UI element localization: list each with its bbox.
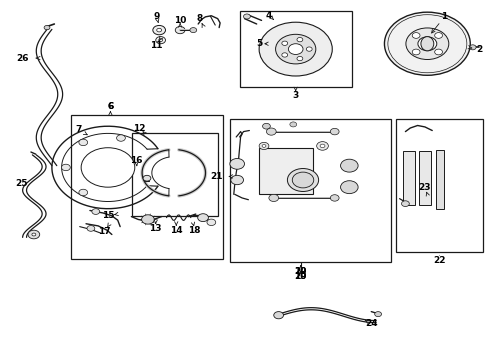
Text: 3: 3 <box>292 91 298 100</box>
Circle shape <box>92 209 100 215</box>
Text: 18: 18 <box>188 226 201 235</box>
Circle shape <box>288 44 303 54</box>
Bar <box>418 151 430 205</box>
Circle shape <box>401 201 408 207</box>
Circle shape <box>158 39 162 41</box>
Circle shape <box>116 135 125 141</box>
Text: 16: 16 <box>130 156 142 165</box>
Circle shape <box>374 312 381 317</box>
Circle shape <box>275 34 315 64</box>
Circle shape <box>316 141 328 150</box>
Bar <box>395 119 483 252</box>
Circle shape <box>296 57 302 61</box>
Bar <box>229 119 390 262</box>
Circle shape <box>230 175 243 185</box>
Circle shape <box>243 14 250 19</box>
Circle shape <box>273 312 283 319</box>
Circle shape <box>87 226 95 231</box>
Bar <box>239 12 351 87</box>
Circle shape <box>259 142 268 149</box>
Circle shape <box>296 37 302 42</box>
Circle shape <box>411 49 419 55</box>
Bar <box>259 148 312 194</box>
Bar <box>71 116 222 259</box>
Circle shape <box>81 148 135 187</box>
Text: 21: 21 <box>210 172 222 181</box>
Text: 19: 19 <box>294 272 306 281</box>
Circle shape <box>142 215 154 224</box>
Bar <box>435 149 444 209</box>
Circle shape <box>411 33 419 39</box>
Circle shape <box>289 122 296 127</box>
Circle shape <box>281 53 287 57</box>
Text: 6: 6 <box>107 102 113 111</box>
Circle shape <box>143 175 151 181</box>
Text: 4: 4 <box>265 10 271 19</box>
Text: 20: 20 <box>294 267 306 276</box>
Circle shape <box>157 28 161 32</box>
Circle shape <box>330 195 338 201</box>
Text: 19: 19 <box>294 267 306 276</box>
Circle shape <box>405 28 448 59</box>
Circle shape <box>468 45 475 50</box>
Text: 26: 26 <box>17 54 29 63</box>
Text: 20: 20 <box>294 272 306 281</box>
Text: 23: 23 <box>418 183 430 192</box>
Text: 25: 25 <box>15 179 27 188</box>
Text: 15: 15 <box>102 211 114 220</box>
Circle shape <box>417 37 436 51</box>
Circle shape <box>384 12 469 75</box>
Text: 14: 14 <box>169 226 182 235</box>
Circle shape <box>262 123 270 129</box>
Text: 22: 22 <box>432 256 445 265</box>
Circle shape <box>287 168 318 192</box>
Bar <box>132 134 217 216</box>
Circle shape <box>330 129 338 135</box>
Ellipse shape <box>420 37 433 51</box>
Circle shape <box>175 27 184 34</box>
Circle shape <box>262 144 265 147</box>
Circle shape <box>320 144 325 148</box>
Circle shape <box>268 194 278 202</box>
Circle shape <box>79 139 87 146</box>
Circle shape <box>434 33 442 39</box>
Text: 12: 12 <box>133 123 145 132</box>
Text: 9: 9 <box>153 12 160 21</box>
Circle shape <box>28 230 40 239</box>
Circle shape <box>61 164 70 171</box>
Circle shape <box>44 26 50 30</box>
Text: 11: 11 <box>150 41 163 50</box>
Circle shape <box>156 37 165 44</box>
Text: 17: 17 <box>98 228 110 237</box>
Circle shape <box>197 214 208 222</box>
Text: 24: 24 <box>364 319 377 328</box>
Text: 5: 5 <box>256 39 262 48</box>
Text: 10: 10 <box>174 16 186 25</box>
Text: 8: 8 <box>196 14 203 23</box>
Circle shape <box>189 28 196 33</box>
Text: 7: 7 <box>75 125 81 134</box>
Text: 2: 2 <box>475 45 481 54</box>
Circle shape <box>259 22 331 76</box>
Circle shape <box>79 189 87 196</box>
Bar <box>402 151 414 205</box>
Circle shape <box>229 158 244 169</box>
Text: 13: 13 <box>149 224 162 233</box>
Text: 1: 1 <box>440 12 447 21</box>
Circle shape <box>266 128 276 135</box>
Circle shape <box>340 181 357 194</box>
Text: 6: 6 <box>107 102 113 111</box>
Circle shape <box>292 172 313 188</box>
Circle shape <box>434 49 442 55</box>
Circle shape <box>340 159 357 172</box>
Circle shape <box>281 41 287 45</box>
Circle shape <box>206 219 215 226</box>
Circle shape <box>32 233 36 236</box>
Circle shape <box>153 26 165 35</box>
Circle shape <box>305 47 311 51</box>
